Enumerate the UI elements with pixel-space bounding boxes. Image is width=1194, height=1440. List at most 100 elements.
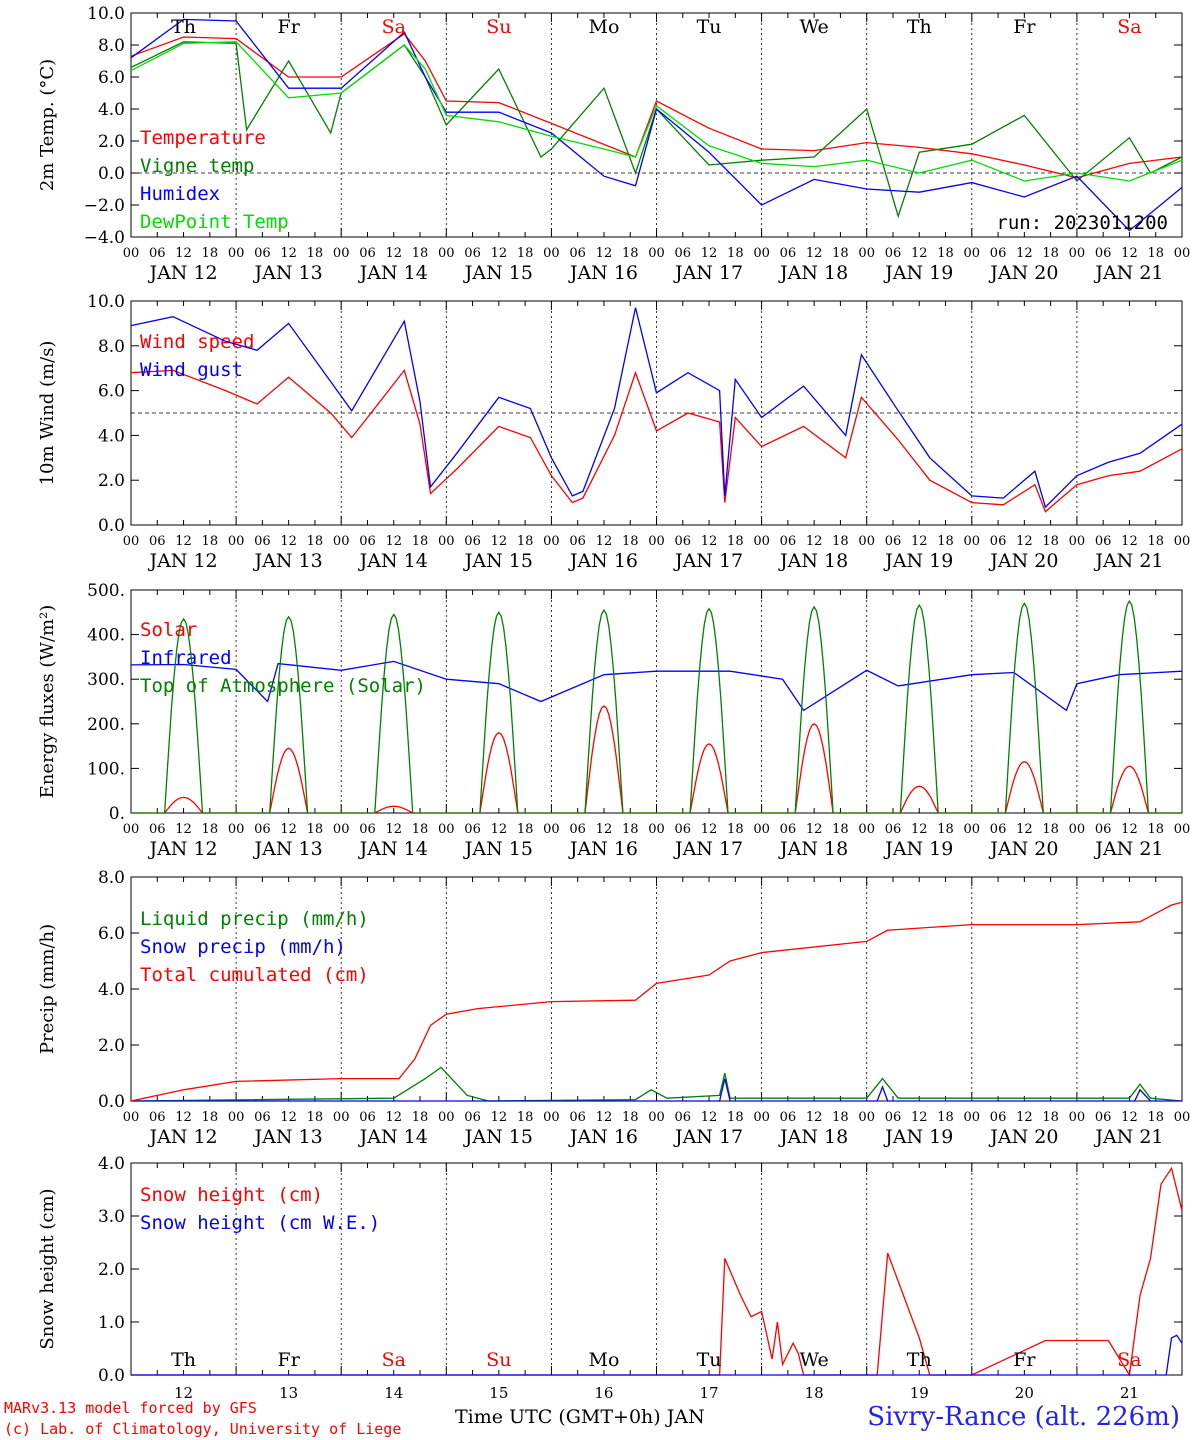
y-tick-label: 6.0 xyxy=(98,924,125,944)
hour-tick-label: 06 xyxy=(569,1110,586,1125)
hour-tick-label: 00 xyxy=(1174,822,1191,837)
hour-tick-label: 12 xyxy=(911,1110,928,1125)
day-number: 14 xyxy=(384,1384,403,1402)
hour-tick-label: 06 xyxy=(1095,534,1112,549)
hour-tick-label: 06 xyxy=(464,822,481,837)
hour-tick-label: 18 xyxy=(1147,534,1164,549)
date-label: JAN 21 xyxy=(1093,550,1163,572)
hour-tick-label: 18 xyxy=(412,1110,429,1125)
day-name-bottom: Su xyxy=(486,1349,511,1371)
legend-entry: Vigne temp xyxy=(140,155,254,177)
hour-tick-label: 00 xyxy=(228,246,245,261)
hour-tick-label: 12 xyxy=(911,534,928,549)
hour-tick-label: 12 xyxy=(1121,822,1138,837)
date-label: JAN 19 xyxy=(883,262,953,284)
hour-tick-label: 06 xyxy=(359,1110,376,1125)
hour-tick-label: 00 xyxy=(1069,822,1086,837)
hour-tick-label: 18 xyxy=(622,822,639,837)
y-tick-label: −2.0 xyxy=(84,196,125,216)
date-label: JAN 17 xyxy=(673,262,743,284)
hour-tick-label: 12 xyxy=(806,534,823,549)
y-tick-label: 8.0 xyxy=(98,868,125,888)
hour-tick-label: 06 xyxy=(990,822,1007,837)
hour-tick-label: 18 xyxy=(1147,822,1164,837)
date-label: JAN 14 xyxy=(358,550,428,572)
series-line xyxy=(131,599,1182,814)
hour-tick-label: 12 xyxy=(1121,534,1138,549)
y-axis-label: Precip (mm/h) xyxy=(37,924,58,1054)
credits-line-2: (c) Lab. of Climatology, University of L… xyxy=(4,1420,402,1438)
hour-tick-label: 00 xyxy=(543,822,560,837)
legend-entry: Top of Atmosphere (Solar) xyxy=(140,675,426,697)
day-number: 16 xyxy=(594,1384,613,1402)
legend-entry: DewPoint Temp xyxy=(140,211,289,233)
hour-tick-label: 18 xyxy=(202,1110,219,1125)
hour-tick-label: 18 xyxy=(517,534,534,549)
y-tick-label: 3.0 xyxy=(98,1207,125,1227)
station-title: Sivry-Rance (alt. 226m) xyxy=(867,1402,1180,1432)
hour-tick-label: 06 xyxy=(569,534,586,549)
hour-tick-label: 18 xyxy=(1147,1110,1164,1125)
hour-tick-label: 12 xyxy=(280,822,297,837)
hour-tick-label: 00 xyxy=(1069,534,1086,549)
date-label: JAN 13 xyxy=(253,838,323,860)
hour-tick-label: 00 xyxy=(648,534,665,549)
legend-entry: Humidex xyxy=(140,183,220,205)
hour-tick-label: 18 xyxy=(622,534,639,549)
series-line xyxy=(131,1078,1182,1102)
hour-tick-label: 12 xyxy=(596,1110,613,1125)
hour-tick-label: 18 xyxy=(412,822,429,837)
hour-tick-label: 00 xyxy=(543,246,560,261)
hour-tick-label: 00 xyxy=(753,1110,770,1125)
hour-tick-label: 00 xyxy=(333,246,350,261)
hour-tick-label: 00 xyxy=(123,1110,140,1125)
hour-tick-label: 12 xyxy=(596,246,613,261)
y-tick-label: 8.0 xyxy=(98,337,125,357)
day-name-bottom: Fr xyxy=(278,1349,301,1371)
hour-tick-label: 00 xyxy=(123,246,140,261)
hour-tick-label: 12 xyxy=(596,822,613,837)
date-label: JAN 14 xyxy=(358,838,428,860)
y-tick-label: 100. xyxy=(87,759,125,779)
legend-entry: Snow height (cm W.E.) xyxy=(140,1212,380,1234)
hour-tick-label: 00 xyxy=(964,822,981,837)
hour-tick-label: 00 xyxy=(543,534,560,549)
hour-tick-label: 12 xyxy=(280,246,297,261)
y-tick-label: 0.0 xyxy=(98,164,125,184)
hour-tick-label: 00 xyxy=(648,1110,665,1125)
hour-tick-label: 00 xyxy=(1174,1110,1191,1125)
hour-tick-label: 12 xyxy=(491,1110,508,1125)
hour-tick-label: 18 xyxy=(832,246,849,261)
hour-tick-label: 18 xyxy=(1042,246,1059,261)
y-tick-label: 10.0 xyxy=(87,292,125,312)
y-tick-label: 10.0 xyxy=(87,4,125,24)
y-tick-label: 4.0 xyxy=(98,1154,125,1174)
legend-entry: Infrared xyxy=(140,647,232,669)
hour-tick-label: 18 xyxy=(727,822,744,837)
hour-tick-label: 06 xyxy=(675,822,692,837)
day-name-bottom: Th xyxy=(907,1349,932,1371)
series-line xyxy=(130,41,1183,219)
day-name-top: Fr xyxy=(278,16,301,38)
hour-tick-label: 18 xyxy=(832,822,849,837)
y-tick-label: −4.0 xyxy=(84,228,125,248)
hour-tick-label: 18 xyxy=(307,534,324,549)
hour-tick-label: 12 xyxy=(596,534,613,549)
y-tick-label: 1.0 xyxy=(98,1313,125,1333)
series-line xyxy=(130,307,1183,509)
hour-tick-label: 18 xyxy=(832,534,849,549)
hour-tick-label: 18 xyxy=(202,822,219,837)
y-tick-label: 4.0 xyxy=(98,980,125,1000)
day-number: 20 xyxy=(1015,1384,1034,1402)
date-label: JAN 13 xyxy=(253,262,323,284)
hour-tick-label: 18 xyxy=(1147,246,1164,261)
date-label: JAN 20 xyxy=(988,550,1058,572)
hour-tick-label: 18 xyxy=(517,1110,534,1125)
hour-tick-label: 18 xyxy=(412,246,429,261)
hour-tick-label: 06 xyxy=(885,246,902,261)
hour-tick-label: 12 xyxy=(1121,1110,1138,1125)
hour-tick-label: 00 xyxy=(438,1110,455,1125)
y-axis-label: Snow height (cm) xyxy=(37,1188,58,1349)
run-label: run: 2023011200 xyxy=(996,212,1168,234)
hour-tick-label: 06 xyxy=(254,1110,271,1125)
